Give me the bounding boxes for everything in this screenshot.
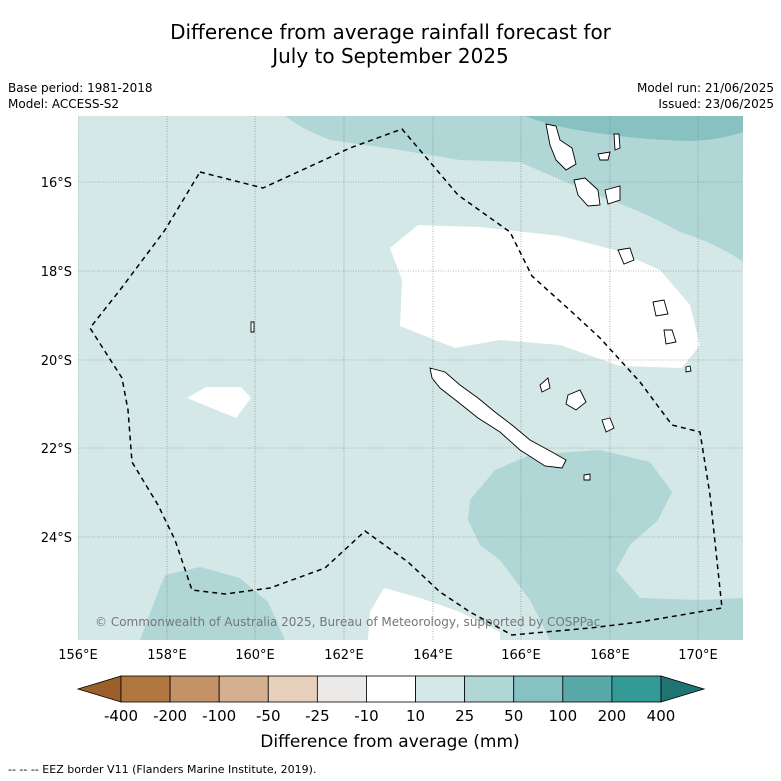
meta-right: Model run: 21/06/2025 Issued: 23/06/2025: [637, 80, 774, 112]
base-period: Base period: 1981-2018: [8, 81, 153, 95]
colorbar-tick-label: -100: [202, 707, 236, 725]
lon-tick-164e: 164°E: [413, 648, 453, 663]
colorbar-segment: [415, 675, 466, 703]
colorbar-segment: [218, 675, 269, 703]
model-run: Model run: 21/06/2025: [636, 81, 774, 95]
loyalty-island-1: [539, 377, 551, 393]
vanuatu-erromango: [663, 329, 677, 345]
lon-tick-158e: 158°E: [147, 648, 187, 663]
vanuatu-malekula: [573, 177, 601, 207]
lat-tick-22s: 22°S: [41, 442, 72, 457]
band-25-50-south: [468, 450, 743, 640]
colorbar-segment: [366, 675, 416, 703]
model-name: Model: ACCESS-S2: [8, 97, 120, 111]
meta-left: Base period: 1981-2018 Model: ACCESS-S2: [8, 80, 153, 112]
vanuatu-ambrym: [604, 185, 621, 205]
coastlines: [250, 123, 692, 481]
band-25-50-southwest: [140, 567, 285, 640]
colorbar-tick-label: 200: [598, 707, 627, 725]
lon-tick-162e: 162°E: [324, 648, 364, 663]
map-area: [78, 116, 743, 640]
vanuatu-tanna: [652, 299, 669, 317]
small-isle-east: [685, 365, 692, 373]
colorbar-segment: [562, 675, 613, 703]
loyalty-island-2: [565, 389, 587, 411]
title-line-1: Difference from average rainfall forecas…: [170, 20, 611, 44]
band-neutral-west: [187, 387, 251, 418]
vanuatu-torres: [613, 133, 621, 151]
colorbar-segment: [513, 675, 564, 703]
colorbar-extension-high: [660, 675, 706, 703]
new-caledonia-island: [429, 367, 567, 469]
colorbar-extension-low: [76, 675, 122, 703]
colorbar-tick-label: 400: [647, 707, 676, 725]
band-neutral-south: [368, 588, 500, 640]
lat-tick-16s: 16°S: [41, 176, 72, 191]
vanuatu-espiritu-santo: [545, 123, 577, 171]
issued-date: Issued: 23/06/2025: [658, 97, 774, 111]
colorbar-tick-label: 50: [504, 707, 523, 725]
colorbar-segment: [611, 675, 662, 703]
matthew-island: [583, 473, 591, 481]
colorbar-segment: [169, 675, 220, 703]
vanuatu-pentecost: [597, 151, 611, 161]
vanuatu-efate: [617, 247, 635, 265]
band-50-100-north: [525, 116, 743, 141]
lon-tick-166e: 166°E: [501, 648, 541, 663]
lon-tick-160e: 160°E: [235, 648, 275, 663]
band-25-50-north: [285, 116, 743, 262]
eez-border: [89, 128, 723, 636]
copyright-text: © Commonwealth of Australia 2025, Bureau…: [95, 615, 600, 629]
colorbar-segment: [267, 675, 318, 703]
lon-tick-156e: 156°E: [58, 648, 98, 663]
colorbar-tick-label: -25: [305, 707, 330, 725]
colorbar-tick-label: 10: [406, 707, 425, 725]
lat-tick-18s: 18°S: [41, 265, 72, 280]
colorbar-tick-label: -200: [153, 707, 187, 725]
colorbar-tick-label: -10: [354, 707, 379, 725]
loyalty-island-3: [601, 417, 615, 433]
colorbar-segment: [120, 675, 171, 703]
colorbar-segment: [464, 675, 515, 703]
eez-legend-note: -- -- -- EEZ border V11 (Flanders Marine…: [8, 763, 317, 776]
lon-tick-168e: 168°E: [590, 648, 630, 663]
colorbar-tick-label: -400: [104, 707, 138, 725]
lon-tick-170e: 170°E: [678, 648, 718, 663]
colorbar-tick-label: 100: [548, 707, 577, 725]
title-line-2: July to September 2025: [272, 44, 509, 68]
lat-tick-20s: 20°S: [41, 354, 72, 369]
colorbar-tick-label: -50: [256, 707, 281, 725]
lat-tick-24s: 24°S: [41, 531, 72, 546]
colorbar-tick-label: 25: [455, 707, 474, 725]
chesterfield-island: [250, 321, 255, 333]
map-title: Difference from average rainfall forecas…: [0, 20, 781, 68]
colorbar-title: Difference from average (mm): [260, 732, 519, 752]
colorbar: -400 -200 -100 -50 -25 -10 10 25 50 100 200 400: [76, 675, 706, 725]
gridlines: [78, 116, 743, 640]
colorbar-segment: [316, 675, 367, 703]
